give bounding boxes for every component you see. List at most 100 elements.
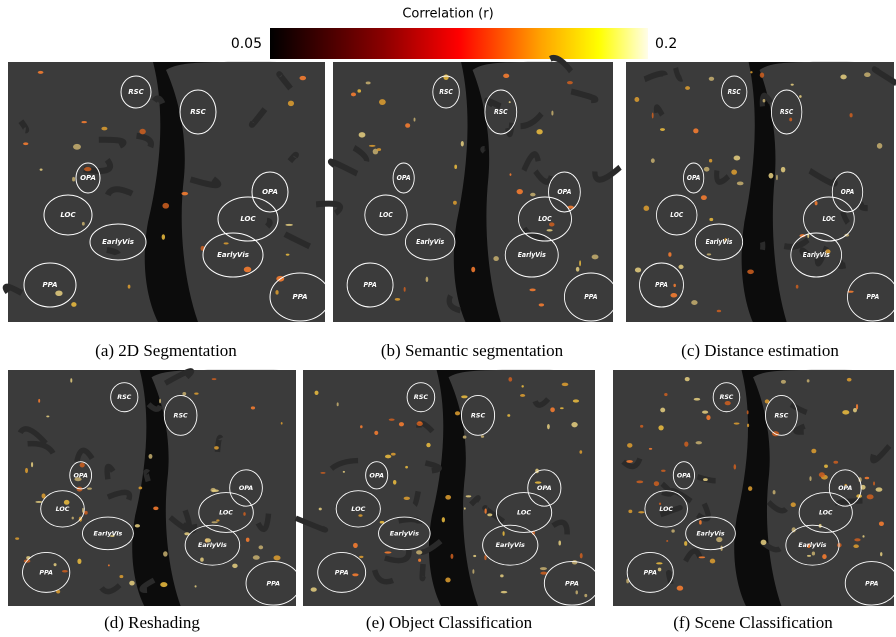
roi-label: EarlyVis [198,542,227,549]
activation-blob [508,377,512,382]
activation-blob [461,395,467,398]
activation-blob [359,556,363,558]
panel: RSCRSCOPALOCEarlyVisPPAOPALOCEarlyVisPPA [626,62,896,322]
activation-blob [273,555,280,560]
activation-blob [200,557,204,561]
activation-blob [149,454,153,459]
panel-caption: (d) Reshading [104,613,200,632]
activation-blob [351,93,356,97]
panel-caption: (c) Distance estimation [681,341,839,360]
activation-blob [638,511,644,513]
activation-blob [867,494,874,499]
activation-blob [259,545,264,549]
right-hemisphere [760,62,894,322]
activation-blob [195,585,197,587]
activation-blob [656,562,663,564]
activation-blob [216,519,219,521]
activation-blob [634,97,639,102]
activation-blob [64,500,70,505]
activation-blob [377,148,381,151]
roi-label: EarlyVis [102,238,134,246]
activation-blob [311,587,317,591]
activation-blob [194,393,198,395]
activation-blob [416,550,422,554]
roi-label: OPA [369,471,384,479]
activation-blob [737,181,744,185]
activation-blob [275,290,278,295]
right-hemisphere [753,370,894,606]
activation-blob [761,540,767,545]
activation-blob [654,481,659,486]
roi-label: PPA [266,580,280,587]
activation-blob [763,99,766,102]
activation-blob [734,422,740,424]
activation-blob [819,472,825,477]
activation-blob [580,553,583,558]
activation-blob [72,517,74,520]
activation-blob [405,466,408,469]
activation-blob [696,441,702,444]
activation-blob [833,461,838,464]
activation-blob [747,424,749,428]
roi-label: OPA [397,174,411,182]
panels: RSCRSCOPALOCEarlyVisPPAOPALOCEarlyVisPPA… [6,58,896,606]
roi-label: PPA [335,568,349,576]
figure: Correlation (r) 0.05 0.2 RSCRSCOPALOCEar… [0,0,896,637]
activation-blob [709,159,712,163]
activation-blob [747,269,754,274]
activation-blob [791,502,796,507]
activation-blob [876,487,883,491]
activation-blob [547,424,550,429]
roi-label: RSC [728,88,741,97]
activation-blob [414,118,416,122]
activation-blob [815,201,818,205]
activation-blob [824,465,828,468]
activation-blob [31,462,33,467]
activation-blob [799,95,802,98]
activation-blob [809,476,811,481]
activation-blob [579,260,581,266]
roi-label: EarlyVis [217,251,249,259]
panel-caption: (b) Semantic segmentation [381,341,564,360]
activation-blob [426,277,429,282]
activation-blob [747,410,749,414]
activation-blob [877,143,882,149]
activation-blob [709,218,713,221]
roi-label: OPA [537,484,552,492]
activation-blob [463,436,467,439]
activation-blob [811,449,816,454]
activation-blob [62,570,68,573]
roi-label: PPA [39,569,53,576]
activation-blob [464,507,466,509]
activation-blob [520,394,525,397]
roi-label: LOC [659,506,673,513]
activation-blob [379,99,386,105]
roi-label: LOC [670,211,683,220]
activation-blob [243,512,245,516]
activation-blob [649,448,652,450]
activation-blob [707,253,712,255]
activation-blob [81,121,86,123]
activation-blob [571,422,577,427]
right-hemisphere [166,62,325,322]
activation-blob [417,421,423,426]
roi-label: LOC [351,505,365,513]
activation-blob [426,443,430,447]
roi-label: LOC [517,509,531,517]
roi-label: EarlyVis [706,238,733,247]
roi-label: LOC [56,506,70,513]
activation-blob [822,554,826,559]
activation-blob [404,287,406,292]
activation-blob [23,142,28,145]
colorbar-min: 0.05 [231,36,262,52]
activation-blob [716,537,722,542]
roi-label: LOC [60,211,76,219]
activation-blob [481,435,484,438]
activation-blob [547,229,553,231]
activation-blob [80,463,85,468]
roi-label: OPA [687,174,700,183]
activation-blob [46,415,49,417]
activation-blob [84,167,91,171]
activation-blob [82,222,85,226]
activation-blob [668,252,671,256]
